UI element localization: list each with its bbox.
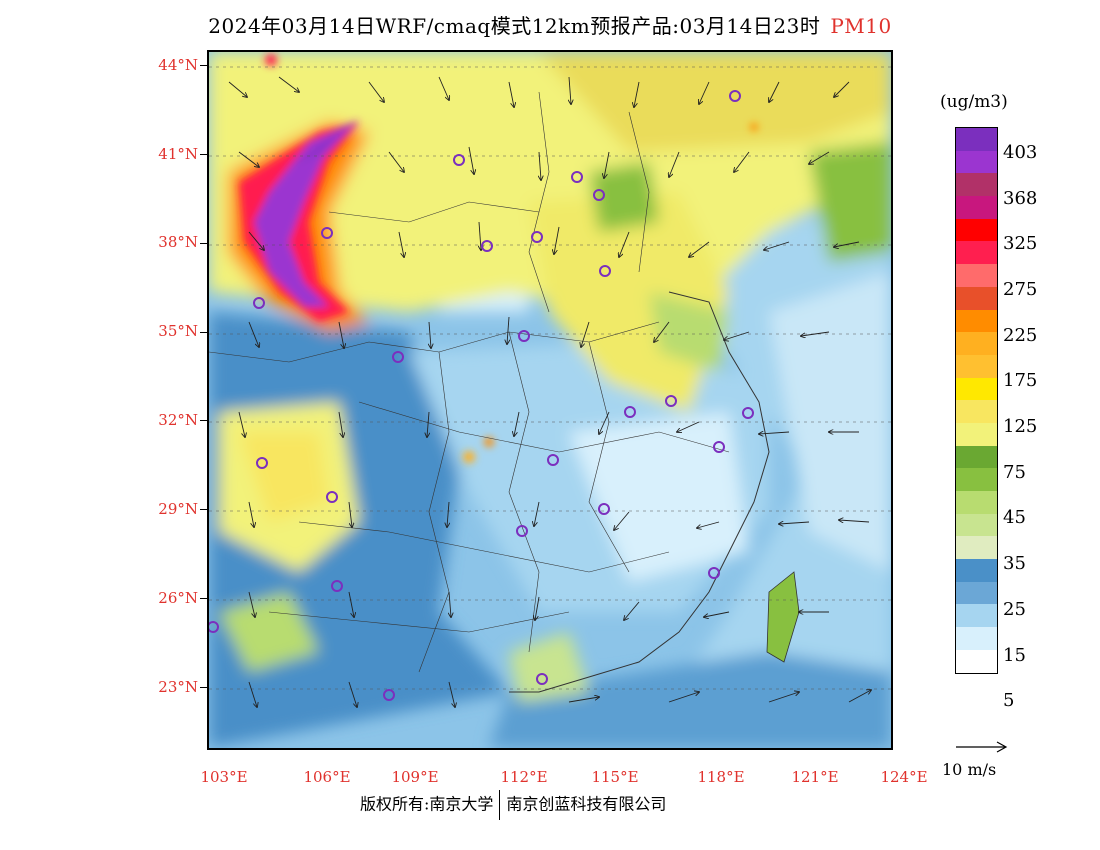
lon-label-112: 112°E — [500, 768, 548, 786]
lat-label-38: 38°N — [158, 233, 198, 251]
copyright-right: 南京创蓝科技有限公司 — [506, 794, 667, 814]
lon-label-103: 103°E — [200, 768, 248, 786]
copyright: 版权所有:南京大学 南京创蓝科技有限公司 — [360, 790, 666, 820]
lat-label-32: 32°N — [158, 411, 198, 429]
map-title: 2024年03月14日WRF/cmaq模式12km预报产品:03月14日23时 P… — [0, 10, 1100, 39]
lat-label-26: 26°N — [158, 589, 198, 607]
lat-tick — [200, 420, 207, 421]
lat-label-41: 41°N — [158, 145, 198, 163]
legend-label: 225 — [1003, 325, 1038, 346]
legend-label: 325 — [1003, 233, 1038, 254]
concentration-field — [209, 52, 891, 748]
copyright-left: 版权所有:南京大学 — [360, 794, 494, 814]
wind-reference-arrow — [956, 741, 1008, 753]
lon-label-106: 106°E — [303, 768, 351, 786]
lat-tick — [200, 509, 207, 510]
legend-label: 25 — [1003, 599, 1026, 620]
lon-label-124: 124°E — [880, 768, 928, 786]
lon-label-115: 115°E — [591, 768, 639, 786]
legend-label: 15 — [1003, 645, 1026, 666]
lat-tick — [200, 154, 207, 155]
color-bar — [955, 127, 998, 674]
wind-reference-label: 10 m/s — [942, 760, 997, 779]
lat-label-44: 44°N — [158, 56, 198, 74]
station-markers — [209, 90, 754, 701]
legend-label: 75 — [1003, 462, 1026, 483]
legend-label: 125 — [1003, 416, 1038, 437]
lat-label-35: 35°N — [158, 322, 198, 340]
lat-tick — [200, 65, 207, 66]
legend-label: 45 — [1003, 507, 1026, 528]
pollutant-label: PM10 — [830, 14, 892, 38]
legend-label: 403 — [1003, 142, 1038, 163]
copyright-divider — [499, 790, 501, 820]
legend-label: 275 — [1003, 279, 1038, 300]
lat-tick — [200, 332, 207, 333]
legend-label: 35 — [1003, 553, 1026, 574]
lat-tick — [200, 687, 207, 688]
legend-label: 5 — [1003, 690, 1015, 711]
lat-tick — [200, 598, 207, 599]
lat-label-23: 23°N — [158, 678, 198, 696]
legend-label: 368 — [1003, 188, 1038, 209]
title-text: 2024年03月14日WRF/cmaq模式12km预报产品:03月14日23时 — [208, 14, 821, 38]
lon-label-121: 121°E — [791, 768, 839, 786]
lon-label-118: 118°E — [697, 768, 745, 786]
lat-label-29: 29°N — [158, 500, 198, 518]
lon-label-109: 109°E — [391, 768, 439, 786]
lat-tick — [200, 243, 207, 244]
wind-vectors — [228, 76, 871, 707]
legend-label: 175 — [1003, 370, 1038, 391]
forecast-map — [207, 50, 893, 750]
legend-unit: (ug/m3) — [940, 92, 1008, 112]
